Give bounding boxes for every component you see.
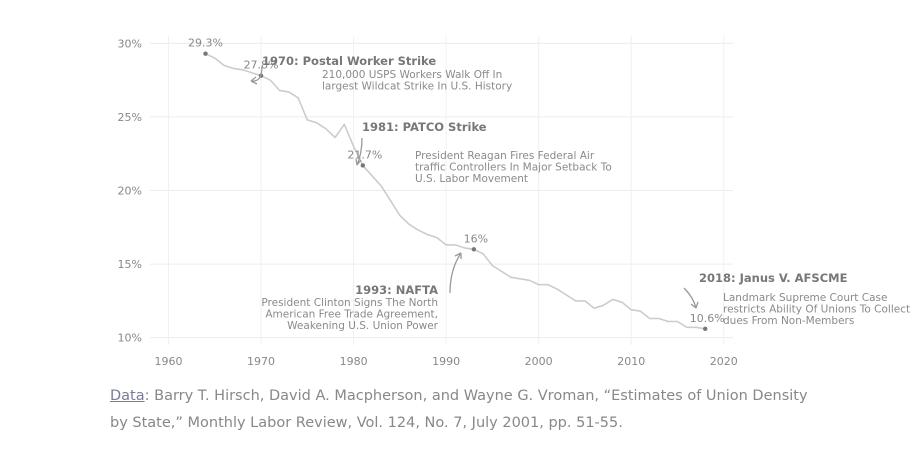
series-layer xyxy=(205,52,706,330)
data-point-marker xyxy=(203,51,208,56)
data-point-label: 21.7% xyxy=(347,148,382,161)
y-tick-label: 10% xyxy=(118,332,142,345)
data-point-label: 10.6% xyxy=(690,312,725,325)
gridlines xyxy=(150,36,733,345)
data-point-label: 29.3% xyxy=(188,37,223,50)
labeled-points: 29.3% 27.8% 21.7% 16% 10.6% xyxy=(188,37,725,332)
y-tick-label: 30% xyxy=(118,37,142,50)
annotation-description-line: President Reagan Fires Federal Air xyxy=(415,150,595,162)
annotation-title: 1993: NAFTA xyxy=(355,283,438,297)
annotation-description-line: Weakening U.S. Union Power xyxy=(287,320,439,332)
x-tick-label: 2020 xyxy=(710,355,738,368)
annotation-title: 1970: Postal Worker Strike xyxy=(262,54,436,68)
data-point-label: 27.8% xyxy=(244,59,279,72)
annotation-arrow xyxy=(683,287,697,309)
x-tick-label: 1990 xyxy=(432,355,460,368)
data-point-label: 16% xyxy=(464,232,488,245)
annotation-description-line: largest Wildcat Strike In U.S. History xyxy=(322,81,512,93)
x-tick-label: 2000 xyxy=(525,355,553,368)
annotation-description-line: Landmark Supreme Court Case xyxy=(723,292,887,304)
data-point-marker xyxy=(471,247,477,252)
annotation-title: 2018: Janus V. AFSCME xyxy=(699,271,848,285)
annotation-title: 1981: PATCO Strike xyxy=(362,120,487,134)
annotation-arrowhead xyxy=(690,301,699,309)
data-point-marker xyxy=(703,326,708,332)
y-tick-label: 25% xyxy=(118,111,142,124)
annotation-description-line: traffic Controllers In Major Setback To xyxy=(415,162,612,174)
annotation-arrow xyxy=(250,65,263,82)
union-density-line xyxy=(205,52,706,330)
axes: 10% 15% 20% 25% 30% 1960 1970 1980 1990 2000 2010 2… xyxy=(118,37,738,368)
annotation-arrowhead xyxy=(454,252,462,259)
y-tick-label: 20% xyxy=(118,185,142,198)
data-point-marker xyxy=(360,163,366,168)
source-citation: : Barry T. Hirsch, David A. Macpherson, … xyxy=(110,388,808,431)
annotation-description-line: President Clinton Signs The North xyxy=(261,297,438,309)
annotation-description-line: restricts Ability Of Unions To Collect xyxy=(723,304,910,316)
data-link[interactable]: Data xyxy=(110,388,145,404)
annotation-arrow xyxy=(449,252,462,294)
x-tick-label: 2010 xyxy=(617,355,645,368)
annotation-arrowhead xyxy=(250,76,258,85)
x-tick-label: 1960 xyxy=(155,355,183,368)
annotation-description-line: 210,000 USPS Workers Walk Off In xyxy=(322,69,502,81)
union-density-chart: 10% 15% 20% 25% 30% 1960 1970 1980 1990 2000 2010 2… xyxy=(118,36,910,368)
x-tick-label: 1970 xyxy=(247,355,275,368)
annotation-description-line: dues From Non-Members xyxy=(723,315,854,327)
y-tick-label: 15% xyxy=(118,258,142,271)
annotation-description-line: American Free Trade Agreement, xyxy=(265,309,438,321)
x-tick-label: 1980 xyxy=(340,355,368,368)
annotation-description-line: U.S. Labor Movement xyxy=(415,173,528,185)
annotation-arrowhead xyxy=(355,158,362,166)
source-footer: Data: Barry T. Hirsch, David A. Macphers… xyxy=(110,383,810,437)
